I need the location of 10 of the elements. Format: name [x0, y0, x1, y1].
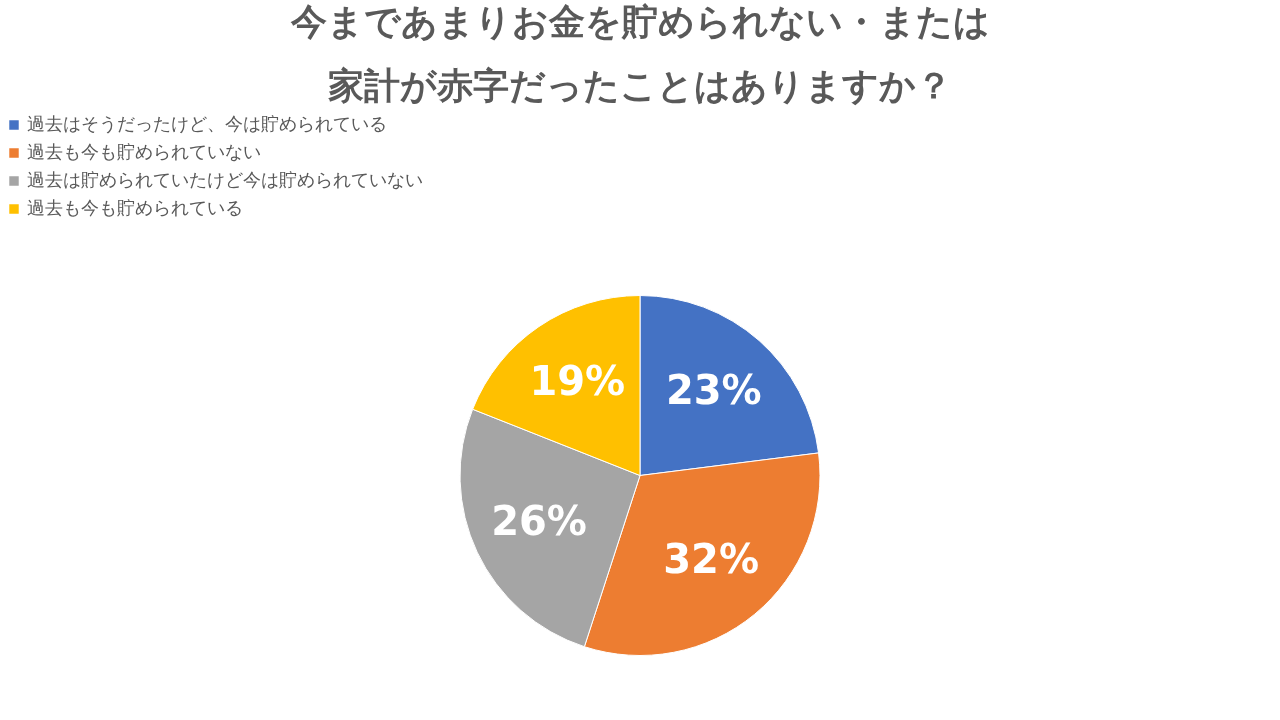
text: 今まであまりお金を貯められない・または	[290, 1, 990, 42]
legend-label: 過去も今も貯められていない	[27, 141, 261, 162]
data-label: 32%	[663, 536, 760, 583]
text: 家計が赤字だったことはありますか？	[328, 65, 952, 106]
data-label: 19%	[529, 358, 626, 405]
legend-label: 過去も今も貯められている	[27, 197, 243, 218]
legend-label: 過去はそうだったけど、今は貯められている	[27, 113, 387, 134]
data-label: 26%	[491, 498, 587, 545]
legend-label: 過去は貯められていたけど今は貯められていない	[27, 169, 423, 190]
data-label: 23%	[665, 366, 762, 413]
